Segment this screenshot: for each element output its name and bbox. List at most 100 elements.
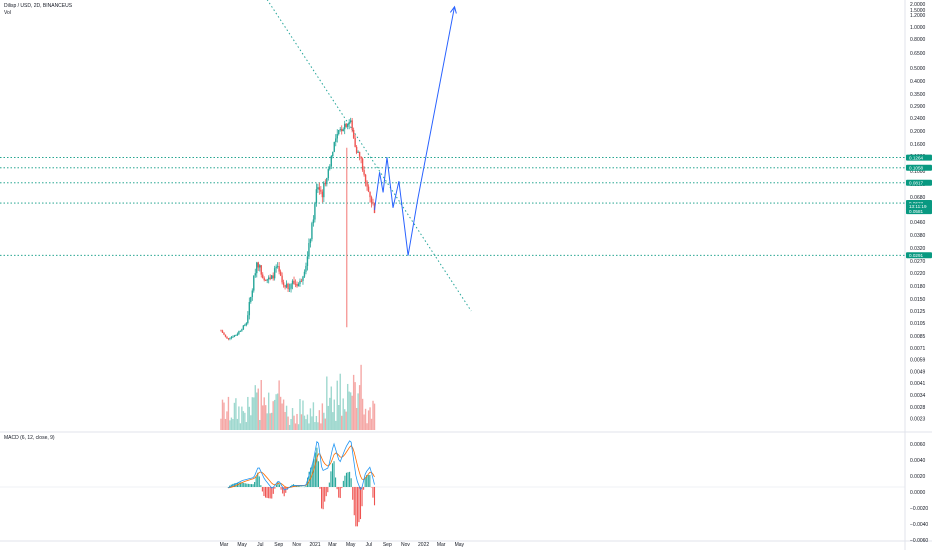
volume-bar: [237, 419, 238, 430]
volume-bar: [348, 392, 349, 430]
candle-body: [332, 152, 333, 156]
macd-histogram-bar: [265, 487, 266, 498]
candle-body: [311, 223, 312, 239]
candle-body: [258, 262, 259, 267]
candle-body: [295, 284, 296, 285]
macd-histogram-bar: [321, 487, 322, 509]
volume-bar: [338, 405, 339, 430]
candle-body: [278, 266, 279, 271]
macd-histogram-bar: [251, 484, 252, 487]
macd-histogram-bar: [358, 487, 359, 522]
volume-bar: [222, 400, 223, 430]
macd-histogram-bar: [362, 487, 363, 506]
candle-body: [308, 243, 309, 256]
price-tick-label: 0.0270: [910, 259, 926, 265]
volume-bar: [281, 403, 282, 430]
macd-histogram-bar: [349, 472, 350, 487]
candle-body: [271, 275, 272, 278]
candle-body: [225, 335, 226, 337]
macd-histogram-bar: [372, 487, 373, 498]
candle-body: [222, 331, 223, 333]
candle-body: [372, 202, 373, 203]
volume-bar: [290, 419, 291, 430]
price-badge-label: 0.0291: [909, 253, 923, 258]
volume-bar: [316, 416, 317, 430]
time-tick-label: Sep: [383, 542, 392, 548]
price-tick-label: 0.2000: [910, 129, 926, 135]
candle-body: [264, 278, 265, 280]
candle-body: [253, 275, 254, 290]
candle-body: [250, 297, 251, 302]
candle-body: [347, 124, 348, 127]
macd-histogram-bar: [346, 473, 347, 487]
volume-bar: [372, 401, 373, 430]
volume-bar: [326, 377, 327, 430]
macd-histogram-bar: [340, 487, 341, 498]
macd-histogram-bar: [246, 484, 247, 487]
candle-body: [363, 170, 364, 175]
time-tick-label: Sep: [274, 542, 283, 548]
candle-body: [243, 326, 244, 330]
macd-histogram-bar: [299, 486, 300, 487]
candle-body: [249, 302, 250, 315]
candle-body: [223, 333, 224, 335]
candle-body: [359, 152, 360, 157]
macd-histogram-bar: [301, 486, 302, 487]
candle-body: [302, 277, 303, 281]
volume-bar: [317, 422, 318, 430]
volume-bar: [232, 419, 233, 430]
volume-bar: [369, 407, 370, 430]
price-tick-label: 0.3500: [910, 92, 926, 98]
candle-body: [299, 281, 300, 284]
candle-body: [281, 276, 282, 283]
candle-body: [337, 134, 338, 138]
candle-body: [259, 265, 260, 267]
volume-bar: [307, 415, 308, 430]
volume-bar: [283, 400, 284, 430]
candle-body: [310, 239, 311, 243]
candle-body: [292, 281, 293, 284]
volume-bar: [293, 416, 294, 430]
volume-bar: [231, 418, 232, 430]
candle-body: [325, 183, 326, 184]
volume-bar: [356, 408, 357, 430]
candle-body: [354, 138, 355, 147]
volume-bar: [314, 422, 315, 430]
candle-body: [366, 182, 367, 187]
volume-bar: [240, 423, 241, 430]
price-tick-label: 0.0150: [910, 297, 926, 303]
macd-histogram-bar: [343, 481, 344, 487]
time-tick-label: May: [346, 542, 356, 548]
candle-body: [290, 284, 291, 289]
macd-histogram-bar: [323, 487, 324, 509]
candle-body: [369, 192, 370, 198]
volume-bar: [220, 419, 221, 430]
candle-body: [232, 337, 233, 338]
macd-label: MACD (6, 12, close, 9): [4, 435, 55, 441]
macd-histogram-bar: [318, 461, 319, 487]
volume-bar: [371, 419, 372, 430]
candle-body: [275, 267, 276, 269]
price-badge-label: 0.1264: [909, 155, 923, 160]
candle-body: [262, 275, 263, 279]
volume-bar: [280, 397, 281, 430]
price-tick-label: 0.2400: [910, 116, 926, 122]
time-tick-label: May: [237, 542, 247, 548]
volume-bar: [357, 393, 358, 430]
macd-histogram-bar: [337, 487, 338, 489]
volume-bar: [334, 400, 335, 430]
candle-body: [234, 335, 235, 337]
macd-tick-label: 0.0000: [910, 490, 926, 496]
volume-label: Vol: [4, 10, 11, 16]
time-tick-label: Jul: [257, 542, 263, 548]
price-tick-label: 1.2000: [910, 13, 926, 19]
price-tick-label: 0.0320: [910, 246, 926, 252]
volume-bar: [347, 384, 348, 430]
candle-body: [220, 331, 221, 332]
volume-tick-label: 0.0085: [910, 334, 926, 340]
macd-tick-label: 0.0060: [910, 442, 926, 448]
candle-body: [362, 159, 363, 170]
volume-bar: [341, 416, 342, 430]
volume-bar: [287, 417, 288, 430]
